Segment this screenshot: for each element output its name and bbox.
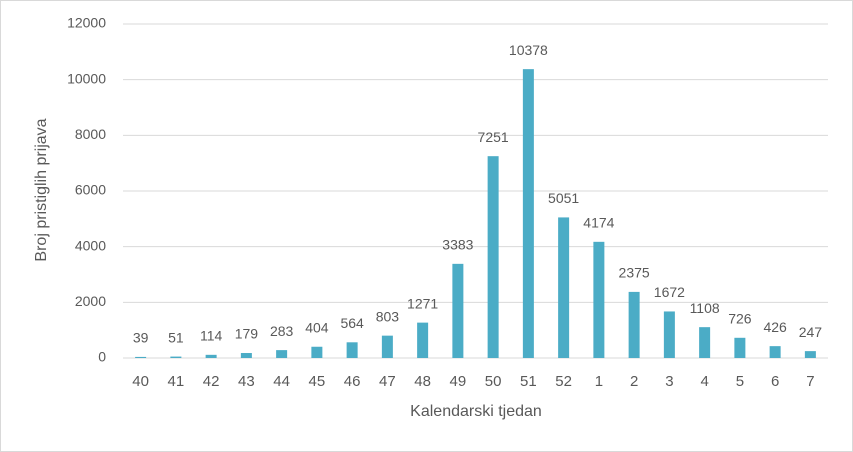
y-tick-label: 10000 xyxy=(67,70,106,86)
data-label: 5051 xyxy=(548,190,579,206)
bar xyxy=(311,346,323,358)
bar xyxy=(135,356,147,358)
data-label: 2375 xyxy=(619,265,650,281)
x-tick-label: 49 xyxy=(450,373,467,390)
data-label: 726 xyxy=(728,310,752,326)
x-tick-label: 5 xyxy=(736,373,744,390)
bar xyxy=(558,217,570,358)
data-label: 1672 xyxy=(654,284,685,300)
data-label: 4174 xyxy=(583,215,614,231)
bar xyxy=(804,351,816,358)
bar xyxy=(276,350,288,358)
data-label: 247 xyxy=(799,324,823,340)
y-tick-label: 6000 xyxy=(75,182,106,198)
y-tick-label: 0 xyxy=(98,349,106,365)
data-label: 404 xyxy=(305,319,329,335)
x-tick-label: 52 xyxy=(555,373,572,390)
bar xyxy=(522,69,534,359)
bar xyxy=(734,337,746,358)
bar xyxy=(769,346,781,358)
y-tick-label: 2000 xyxy=(75,293,106,309)
bar xyxy=(381,335,393,358)
data-label: 283 xyxy=(270,323,294,339)
bar xyxy=(452,263,464,358)
data-label: 51 xyxy=(168,329,184,345)
data-label: 10378 xyxy=(509,42,548,58)
data-label: 114 xyxy=(200,328,223,344)
x-tick-label: 47 xyxy=(379,373,396,390)
x-tick-label: 40 xyxy=(132,373,149,390)
data-label: 7251 xyxy=(478,129,509,145)
y-tick-label: 12000 xyxy=(67,15,106,31)
bar xyxy=(346,342,358,358)
x-tick-label: 6 xyxy=(771,373,779,390)
x-tick-label: 43 xyxy=(238,373,255,390)
x-tick-label: 2 xyxy=(630,373,638,390)
bar xyxy=(240,353,252,358)
bar xyxy=(699,327,711,358)
data-label: 803 xyxy=(376,308,400,324)
x-tick-label: 48 xyxy=(414,373,431,390)
bar xyxy=(593,241,605,358)
x-tick-label: 1 xyxy=(595,373,603,390)
x-tick-label: 41 xyxy=(168,373,185,390)
bar xyxy=(663,311,675,358)
x-axis-label: Kalendarski tjedan xyxy=(410,403,542,420)
x-tick-label: 44 xyxy=(273,373,290,390)
data-label: 179 xyxy=(235,326,259,342)
bar xyxy=(170,356,182,358)
bar xyxy=(628,291,640,358)
bar xyxy=(417,322,429,358)
x-tick-label: 3 xyxy=(665,373,673,390)
bar xyxy=(487,156,499,358)
x-tick-label: 46 xyxy=(344,373,361,390)
bar xyxy=(205,354,217,358)
data-label: 564 xyxy=(340,315,364,331)
x-tick-label: 51 xyxy=(520,373,537,390)
data-label: 3383 xyxy=(442,237,473,253)
y-tick-label: 4000 xyxy=(75,237,106,253)
x-tick-label: 4 xyxy=(700,373,708,390)
data-label: 1271 xyxy=(407,295,438,311)
x-tick-label: 45 xyxy=(309,373,326,390)
data-label: 39 xyxy=(133,330,149,346)
x-tick-label: 7 xyxy=(806,373,814,390)
y-axis-label: Broj pristiglih prijava xyxy=(33,118,50,261)
x-tick-label: 50 xyxy=(485,373,502,390)
x-tick-label: 42 xyxy=(203,373,220,390)
y-tick-label: 8000 xyxy=(75,126,106,142)
data-label: 1108 xyxy=(690,300,720,316)
data-label: 426 xyxy=(763,319,787,335)
